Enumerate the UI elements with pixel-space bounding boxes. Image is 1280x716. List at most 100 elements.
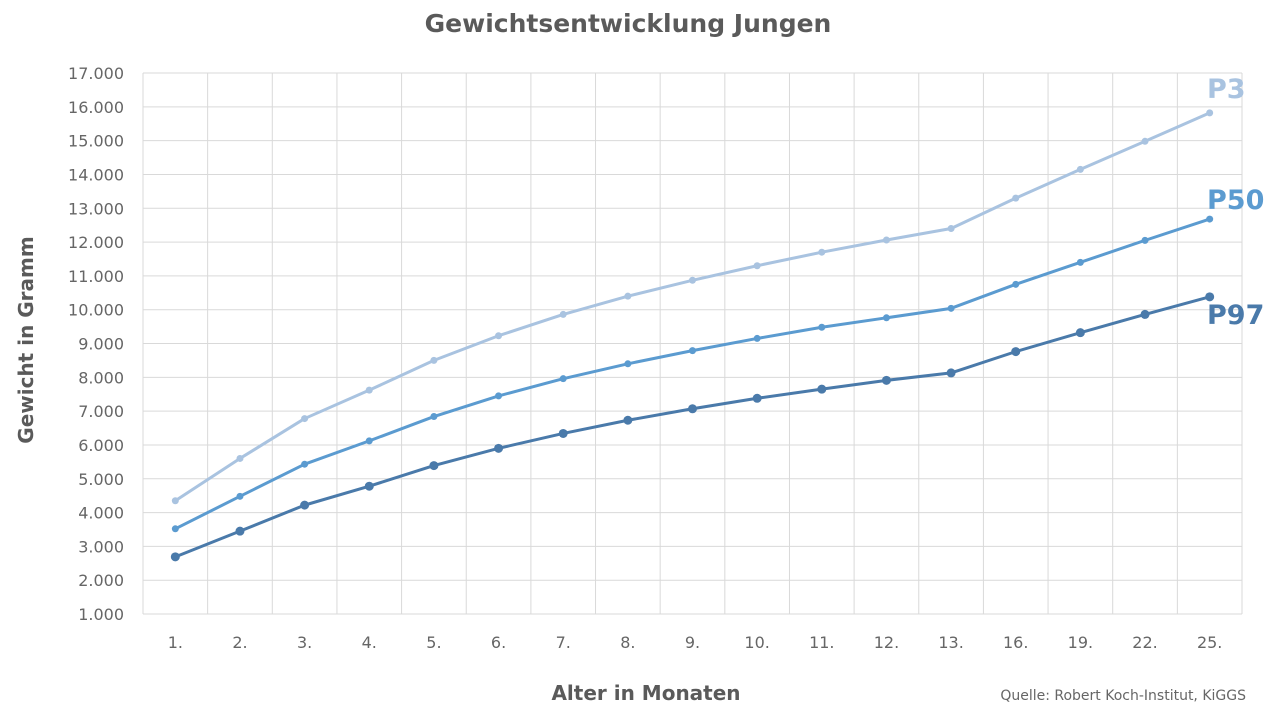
data-point [817,384,827,394]
data-point [1141,236,1149,244]
y-tick-label: 10.000 [68,301,124,320]
x-tick-label: 16. [1003,633,1028,652]
data-point [171,497,179,505]
x-tick-label: 19. [1068,633,1093,652]
data-point [1141,137,1149,145]
chart-grid [142,72,1243,615]
series-p3: P3 [171,74,1246,505]
data-point [688,404,697,414]
data-point [559,310,567,318]
data-point [236,454,244,462]
data-point [365,386,373,394]
x-tick-label: 22. [1132,633,1157,652]
data-point [946,368,956,378]
data-point [753,262,761,270]
y-tick-label: 15.000 [68,132,124,151]
data-point [429,461,439,471]
data-point [882,314,890,322]
y-tick-label: 6.000 [78,436,124,455]
x-tick-label: 12. [874,633,899,652]
x-tick-label: 6. [491,633,506,652]
data-point [495,392,503,400]
x-tick-label: 25. [1197,633,1222,652]
data-point [1076,258,1084,266]
y-tick-label: 17.000 [68,64,124,83]
y-tick-label: 7.000 [78,402,124,421]
data-point [623,415,633,425]
data-point [947,225,955,233]
y-tick-label: 4.000 [78,504,124,523]
data-point [364,481,374,491]
data-point [495,332,503,340]
data-point [1206,215,1214,223]
x-axis-ticks: 1. 2. 3. 4. 5. 6. 7. 8. 9. 10. 11. 12. 13. 16. 19. 22. 2… [168,633,1223,652]
data-point [624,292,632,300]
data-point [430,413,438,421]
data-point [171,525,179,533]
data-point [494,443,504,453]
x-tick-label: 1. [168,633,183,652]
y-tick-label: 9.000 [78,335,124,354]
data-point [1012,280,1020,288]
y-tick-label: 13.000 [68,199,124,218]
series-line [174,217,1211,531]
y-tick-label: 8.000 [78,368,124,387]
y-tick-label: 1.000 [78,605,124,624]
series-p97: P97 [170,292,1264,562]
data-point [818,248,826,256]
y-tick-label: 12.000 [68,233,124,252]
chart-title: Gewichtsentwicklung Jungen [425,9,832,38]
y-axis-title: Gewicht in Gramm [14,236,38,443]
x-tick-label: 3. [297,633,312,652]
series-p50: P50 [171,185,1264,533]
x-tick-label: 4. [362,633,377,652]
source-note: Quelle: Robert Koch-Institut, KiGGS [1000,688,1246,704]
data-point [1140,309,1150,319]
y-axis-ticks: 1.000 2.000 3.000 4.000 5.000 6.000 7.000 8.000… [68,64,124,624]
series-line [174,111,1211,502]
y-tick-label: 2.000 [78,571,124,590]
x-tick-label: 2. [232,633,247,652]
data-point [558,428,568,438]
data-point [1012,194,1020,202]
data-point [1011,347,1021,357]
x-axis-title: Alter in Monaten [551,681,740,705]
data-point [1206,109,1214,117]
y-tick-label: 16.000 [68,98,124,117]
series-line [174,295,1211,559]
data-point [235,526,245,536]
data-point [236,492,244,500]
data-point [624,360,632,368]
x-tick-label: 5. [426,633,441,652]
series-label: P97 [1207,300,1264,331]
y-tick-label: 14.000 [68,165,124,184]
series-label: P50 [1207,185,1264,216]
data-point [365,437,373,445]
data-point [881,375,891,385]
data-point [818,323,826,331]
series-label: P3 [1207,74,1246,105]
data-point [301,415,309,423]
x-tick-label: 7. [556,633,571,652]
x-tick-label: 9. [685,633,700,652]
y-tick-label: 3.000 [78,537,124,556]
x-tick-label: 10. [744,633,769,652]
data-point [689,276,696,284]
data-point [430,356,438,364]
data-point [753,334,761,342]
data-point [1076,165,1084,173]
x-tick-label: 8. [620,633,635,652]
x-tick-label: 13. [938,633,963,652]
chart-series: P3 P50 P97 [170,74,1264,562]
x-tick-label: 11. [809,633,834,652]
data-point [752,393,762,403]
data-point [301,460,309,468]
data-point [170,552,180,562]
y-tick-label: 5.000 [78,470,124,489]
data-point [1205,292,1215,302]
data-point [882,236,890,244]
data-point [947,304,955,312]
data-point [1075,328,1085,338]
data-point [559,375,567,383]
